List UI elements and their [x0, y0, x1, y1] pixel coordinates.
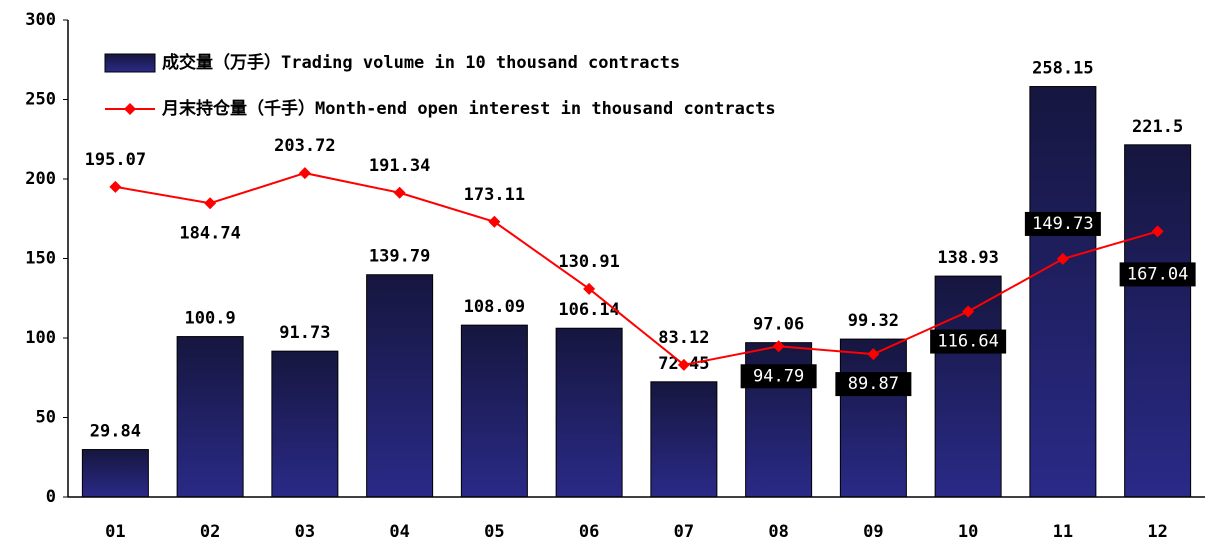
legend-marker: [124, 103, 136, 115]
label-box: [835, 372, 912, 397]
line: [115, 172, 1158, 366]
y-tick-label: 300: [25, 10, 56, 30]
line-value-label: 89.87: [848, 374, 899, 394]
y-tick-label: 250: [25, 90, 56, 110]
legend-label: 月末持仓量（千手）Month-end open interest in thou…: [161, 98, 776, 119]
x-tick-label: 08: [768, 522, 788, 542]
x-tick-label: 09: [863, 522, 883, 542]
bar-value-label: 97.06: [753, 315, 804, 335]
line-marker: [583, 282, 596, 295]
line-marker: [867, 348, 880, 361]
bar: [271, 350, 339, 498]
line-value-label: 195.07: [85, 150, 146, 170]
line-marker: [298, 167, 311, 180]
line-marker: [962, 305, 975, 318]
bar: [1029, 86, 1097, 498]
x-tick-label: 03: [295, 522, 315, 542]
bar-value-label: 221.5: [1132, 117, 1183, 137]
x-tick-label: 12: [1147, 522, 1167, 542]
line-marker: [1056, 252, 1069, 265]
bar: [1124, 144, 1192, 498]
label-box: [1119, 262, 1196, 287]
bar-value-label: 29.84: [90, 422, 141, 442]
y-tick-label: 100: [25, 328, 56, 348]
bar-value-label: 138.93: [937, 248, 998, 268]
line-marker: [204, 197, 217, 210]
line-value-label: 184.74: [179, 223, 240, 243]
x-tick-label: 07: [674, 522, 694, 542]
line-marker: [488, 215, 501, 228]
line-marker: [393, 186, 406, 199]
line-value-label: 149.73: [1032, 214, 1093, 234]
x-tick-label: 01: [105, 522, 125, 542]
bar-value-label: 106.14: [558, 300, 619, 320]
bar: [839, 338, 907, 498]
label-box: [1024, 211, 1101, 236]
y-tick-label: 0: [46, 487, 56, 507]
x-tick-label: 05: [484, 522, 504, 542]
line-value-label: 203.72: [274, 136, 335, 156]
x-tick-label: 06: [579, 522, 599, 542]
legend-swatch: [104, 53, 156, 73]
x-tick-label: 11: [1053, 522, 1073, 542]
line-value-label: 130.91: [558, 252, 619, 272]
line-marker: [772, 340, 785, 353]
line-value-label: 167.04: [1127, 264, 1188, 284]
line-value-label: 116.64: [937, 332, 998, 352]
bar: [555, 327, 623, 498]
bar: [81, 449, 149, 498]
y-tick-label: 50: [36, 408, 56, 428]
x-tick-label: 10: [958, 522, 978, 542]
y-tick-label: 200: [25, 169, 56, 189]
bar: [176, 336, 244, 498]
line-value-label: 191.34: [369, 156, 430, 176]
line-marker: [1151, 225, 1164, 238]
bar-value-label: 139.79: [369, 247, 430, 267]
line-value-label: 94.79: [753, 366, 804, 386]
line-marker: [677, 358, 690, 371]
bar: [366, 274, 434, 498]
x-tick-label: 04: [389, 522, 409, 542]
label-box: [740, 364, 817, 389]
legend-label: 成交量（万手）Trading volume in 10 thousand con…: [162, 52, 680, 73]
bar-value-label: 108.09: [464, 297, 525, 317]
bar-value-label: 91.73: [279, 323, 330, 343]
bar-value-label: 99.32: [848, 311, 899, 331]
bar: [650, 381, 718, 498]
bar-value-label: 258.15: [1032, 59, 1093, 79]
x-tick-label: 02: [200, 522, 220, 542]
line-value-label: 173.11: [464, 185, 525, 205]
label-box: [930, 329, 1007, 354]
line-value-label: 83.12: [658, 328, 709, 348]
y-tick-label: 150: [25, 249, 56, 269]
bar: [460, 324, 528, 498]
bar-value-label: 100.9: [185, 309, 236, 329]
line-marker: [109, 180, 122, 193]
